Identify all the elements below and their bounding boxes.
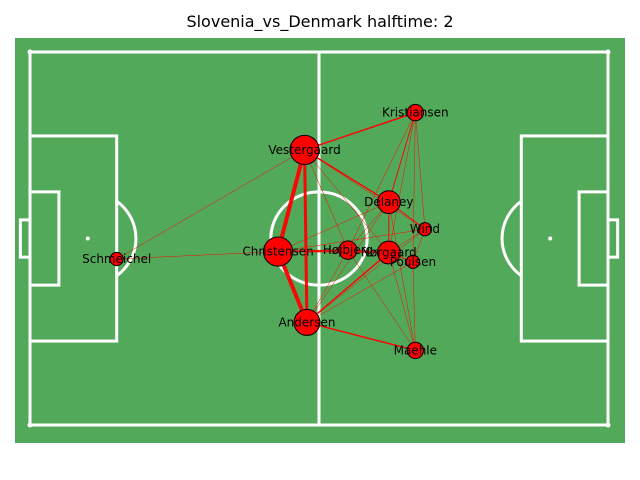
player-label-1: Vestergaard: [268, 143, 340, 157]
player-node-8: [405, 254, 421, 269]
player-label-7: Nørgaard: [361, 245, 417, 259]
pass-edge-29: [347, 249, 416, 351]
right-penalty-spot: [548, 236, 553, 241]
player-labels: Kristiansen Vestergaard Delaney Wind Schmeic…: [82, 106, 449, 358]
player-node-5: [262, 236, 294, 267]
player-node-6: [338, 240, 358, 260]
player-node-9: [293, 308, 321, 336]
pass-edge-14: [277, 201, 390, 252]
player-label-3: Wind: [410, 222, 440, 236]
pass-edge-13: [277, 251, 390, 253]
pass-edge-15: [116, 251, 279, 260]
player-node-10: [406, 341, 425, 360]
pass-edge-2: [303, 148, 309, 324]
player-label-5: Christensen: [242, 245, 313, 259]
left-penalty-arc: [115, 199, 138, 278]
player-label-10: Maehle: [394, 343, 437, 357]
player-node-2: [376, 190, 401, 215]
corner-dot-2: [27, 422, 33, 428]
right-penalty-arc: [500, 199, 523, 278]
player-label-9: Andersen: [278, 315, 335, 329]
pass-edge-22: [304, 149, 390, 253]
pass-edge-28: [388, 252, 416, 351]
pass-edge-27: [306, 261, 414, 323]
pass-edge-30: [412, 261, 416, 351]
pass-edge-26: [306, 228, 426, 323]
corner-dot-1: [605, 49, 611, 55]
pass-edge-9: [388, 112, 416, 203]
pass-edge-25: [306, 249, 349, 323]
pass-edge-0: [276, 147, 307, 254]
pass-edge-3: [303, 111, 417, 151]
pass-edge-5: [306, 321, 417, 352]
chart-title: Slovenia_vs_Denmark halftime: 2: [186, 12, 454, 31]
pass-edge-17: [415, 112, 426, 230]
pass-edge-6: [306, 251, 390, 324]
corner-dot-3: [605, 422, 611, 428]
player-node-3: [417, 222, 433, 237]
pass-edge-18: [388, 112, 416, 253]
pass-edge-21: [304, 149, 349, 251]
pass-edge-35: [277, 228, 426, 252]
left-penalty-spot: [85, 236, 90, 241]
right-goal: [606, 218, 620, 259]
pass-edge-31: [388, 201, 416, 351]
pass-edge-23: [304, 149, 426, 230]
player-label-0: Kristiansen: [382, 106, 449, 120]
player-nodes: [109, 103, 433, 360]
left-goal: [18, 218, 32, 259]
pass-edge-20: [347, 112, 416, 251]
player-node-0: [406, 103, 425, 122]
player-label-2: Delaney: [364, 195, 413, 209]
player-label-8: Poulsen: [390, 255, 436, 269]
pass-edge-16: [116, 149, 305, 260]
corner-dot-0: [27, 49, 33, 55]
pitch-markings: [18, 49, 620, 428]
pass-edge-4: [303, 149, 390, 203]
player-label-6: Højbjerg: [323, 243, 373, 257]
player-node-1: [289, 134, 320, 166]
pass-edge-24: [306, 201, 390, 323]
player-node-7: [376, 240, 401, 265]
player-label-4: Schmeichel: [82, 252, 151, 266]
player-node-4: [109, 251, 124, 267]
